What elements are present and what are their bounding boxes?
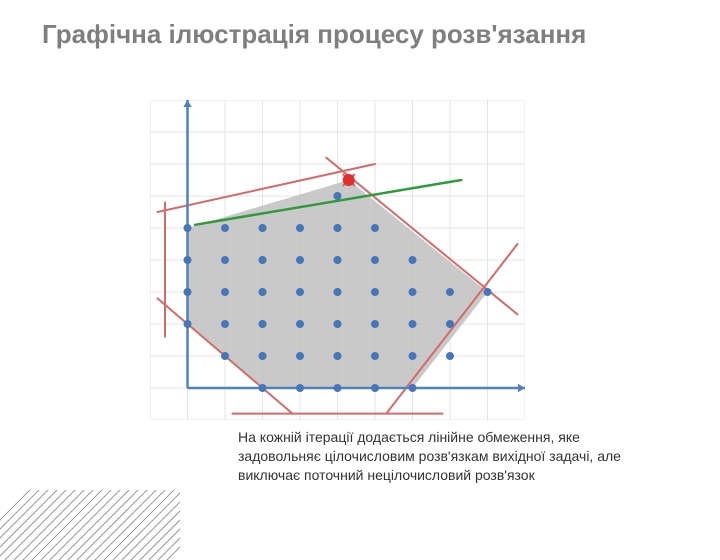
chart: [150, 100, 525, 420]
corner-hatch: [0, 490, 180, 560]
chart-svg: [150, 100, 525, 420]
page-title: Графічна ілюстрація процесу розв'язання: [42, 18, 630, 51]
caption: На кожній ітерації додається лінійне обм…: [238, 428, 658, 485]
